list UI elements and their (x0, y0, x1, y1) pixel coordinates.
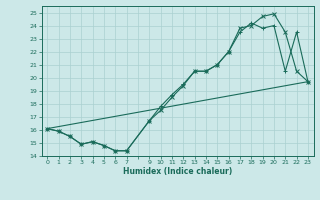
X-axis label: Humidex (Indice chaleur): Humidex (Indice chaleur) (123, 167, 232, 176)
